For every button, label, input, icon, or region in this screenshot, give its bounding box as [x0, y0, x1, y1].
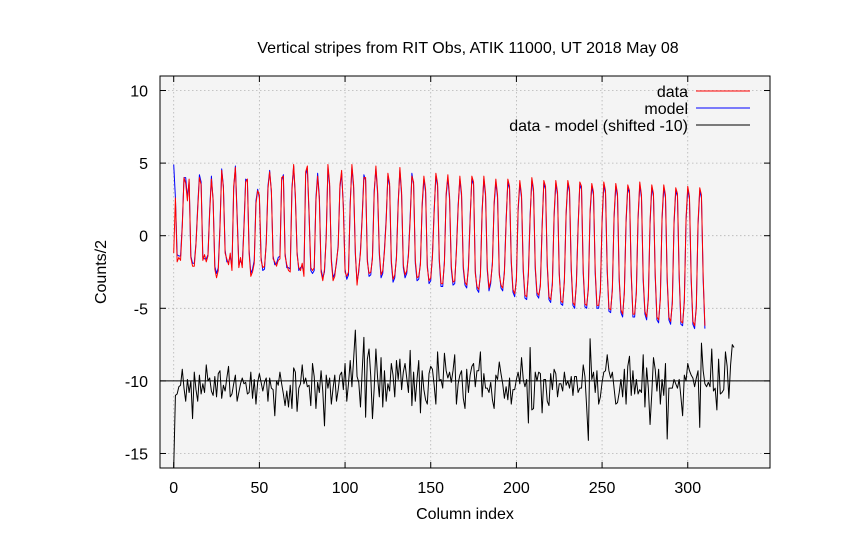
series-group — [160, 164, 770, 469]
plot-frame — [159, 75, 771, 469]
series-line-data-model-shifted-10 — [173, 329, 735, 469]
y-tick-label: -10 — [125, 374, 148, 391]
y-tick-label: 5 — [139, 156, 148, 173]
x-tick-label: 0 — [169, 480, 178, 497]
x-tick-label: 300 — [674, 480, 701, 497]
legend-label-data-model-shifted-10: data - model (shifted -10) — [509, 118, 688, 135]
series-line-data — [173, 164, 706, 327]
y-tick-label: -5 — [134, 301, 148, 318]
x-tick-label: 50 — [250, 480, 268, 497]
chart-title: Vertical stripes from RIT Obs, ATIK 1100… — [257, 40, 678, 57]
y-tick-label: -15 — [125, 446, 148, 463]
x-tick-label: 250 — [589, 480, 616, 497]
y-tick-label: 0 — [139, 229, 148, 246]
legend-label-model: model — [644, 101, 688, 118]
y-axis-label: Counts/2 — [93, 240, 110, 304]
x-tick-label: 200 — [503, 480, 530, 497]
x-tick-label: 100 — [332, 480, 359, 497]
x-tick-label: 150 — [417, 480, 444, 497]
y-tick-label: 10 — [130, 84, 148, 101]
legend-label-data: data — [657, 84, 688, 101]
x-axis-label: Column index — [416, 506, 514, 523]
